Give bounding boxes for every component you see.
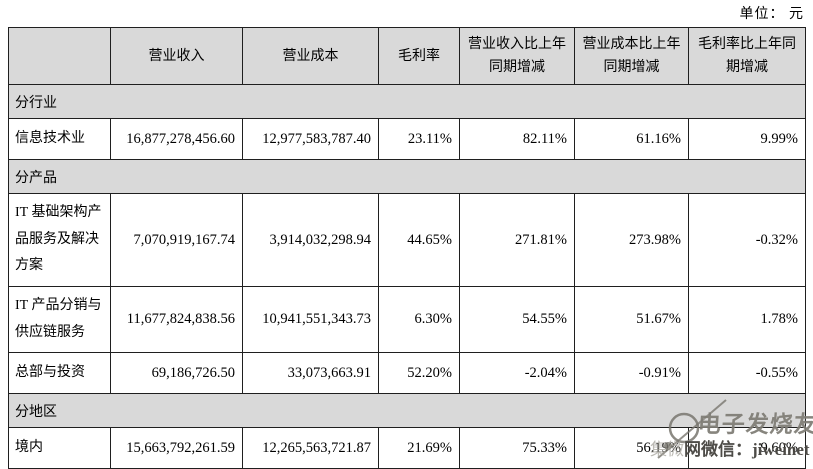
table-row: 总部与投资 69,186,726.50 33,073,663.91 52.20% -2.… xyxy=(8,352,806,395)
section-row: 分产品 xyxy=(8,159,806,195)
value-cell: -0.32% xyxy=(688,193,806,287)
section-row: 分地区 xyxy=(8,393,806,429)
value-cell: 33,073,663.91 xyxy=(242,352,379,395)
value-cell: -2.04% xyxy=(459,352,575,395)
section-label: 分行业 xyxy=(8,84,806,120)
value-cell: 1.78% xyxy=(688,285,806,354)
value-cell: 44.65% xyxy=(378,193,460,287)
value-cell: 15,663,792,261.59 xyxy=(110,427,243,469)
column-header xyxy=(8,26,111,86)
value-cell: 7,070,919,167.74 xyxy=(110,193,243,287)
value-cell: 3,914,032,298.94 xyxy=(242,193,379,287)
unit-label: 单位： 元 xyxy=(739,7,804,22)
column-header: 毛利率 xyxy=(378,26,460,86)
value-cell: 21.69% xyxy=(378,427,460,469)
value-cell: 61.16% xyxy=(574,118,689,161)
value-cell: 69,186,726.50 xyxy=(110,352,243,395)
column-header: 营业成本比上年同期增减 xyxy=(574,26,689,86)
value-cell: 54.55% xyxy=(459,285,575,354)
column-header: 毛利率比上年同期增减 xyxy=(688,26,806,86)
table-row: IT 基础架构产品服务及解决方案 7,070,919,167.74 3,914,03… xyxy=(8,193,806,287)
row-label: 总部与投资 xyxy=(8,352,111,395)
value-cell: 82.11% xyxy=(459,118,575,161)
financial-segment-table: 营业收入 营业成本 毛利率 营业收入比上年同期增减 营业成本比上年同期增减 毛利率比上年同… xyxy=(8,26,806,469)
table-row: IT 产品分销与供应链服务 11,677,824,838.56 10,941,551… xyxy=(8,285,806,354)
section-row: 分行业 xyxy=(8,84,806,120)
value-cell: 273.98% xyxy=(574,193,689,287)
column-header: 营业收入 xyxy=(110,26,243,86)
table-body: 分行业 信息技术业 16,877,278,456.60 12,977,583,787.… xyxy=(8,84,806,469)
value-cell: 6.30% xyxy=(378,285,460,354)
table-header: 营业收入 营业成本 毛利率 营业收入比上年同期增减 营业成本比上年同期增减 毛利率比上年同… xyxy=(8,26,806,86)
section-label: 分地区 xyxy=(8,393,806,429)
row-label: 境内 xyxy=(8,427,111,469)
value-cell: 75.33% xyxy=(459,427,575,469)
column-header: 营业收入比上年同期增减 xyxy=(459,26,575,86)
column-header: 营业成本 xyxy=(242,26,379,86)
value-cell: -0.91% xyxy=(574,352,689,395)
value-cell: 56.19% xyxy=(574,427,689,469)
section-label: 分产品 xyxy=(8,159,806,195)
table-row: 信息技术业 16,877,278,456.60 12,977,583,787.40 2… xyxy=(8,118,806,161)
value-cell: -0.55% xyxy=(688,352,806,395)
table-header-row: 营业收入 营业成本 毛利率 营业收入比上年同期增减 营业成本比上年同期增减 毛利率比上年同… xyxy=(8,26,806,86)
table-row: 境内 15,663,792,261.59 12,265,563,721.87 21.6… xyxy=(8,427,806,469)
value-cell: 11,677,824,838.56 xyxy=(110,285,243,354)
value-cell: 10,941,551,343.73 xyxy=(242,285,379,354)
value-cell: 23.11% xyxy=(378,118,460,161)
row-label: 信息技术业 xyxy=(8,118,111,161)
value-cell: 16,877,278,456.60 xyxy=(110,118,243,161)
value-cell: 12,265,563,721.87 xyxy=(242,427,379,469)
value-cell: 271.81% xyxy=(459,193,575,287)
value-cell: 12,977,583,787.40 xyxy=(242,118,379,161)
value-cell: 9.60% xyxy=(688,427,806,469)
row-label: IT 产品分销与供应链服务 xyxy=(8,285,111,354)
value-cell: 9.99% xyxy=(688,118,806,161)
value-cell: 52.20% xyxy=(378,352,460,395)
value-cell: 51.67% xyxy=(574,285,689,354)
row-label: IT 基础架构产品服务及解决方案 xyxy=(8,193,111,287)
